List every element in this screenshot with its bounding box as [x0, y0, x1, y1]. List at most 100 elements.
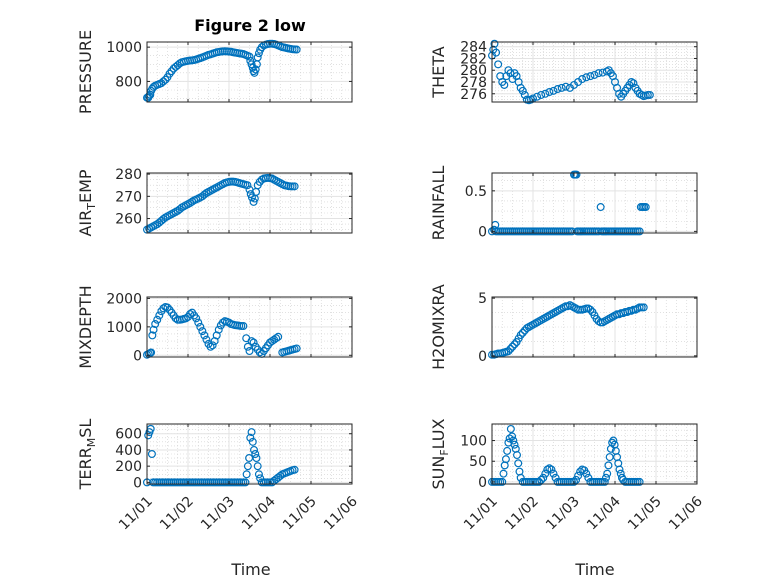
data-point — [290, 465, 299, 474]
y-tick-label: 0 — [478, 349, 487, 365]
data-point — [243, 462, 252, 471]
data-point — [494, 60, 503, 69]
data-point — [501, 455, 510, 464]
data-point — [206, 342, 215, 351]
y-tick-label: 400 — [115, 443, 142, 459]
y-axis-label: TERRMSL — [76, 419, 98, 491]
y-axis-label: PRESSURE — [76, 30, 95, 114]
x-tick-label: 11/01 — [461, 494, 501, 534]
data-point — [572, 475, 581, 484]
y-axis-label-main: PRESSURE — [76, 30, 95, 114]
data-point — [635, 227, 644, 236]
data-point — [198, 327, 207, 336]
data-point — [192, 314, 201, 323]
data-point — [498, 477, 507, 486]
data-point — [510, 440, 519, 449]
data-point — [582, 73, 591, 82]
y-axis-label-tail: EMP — [76, 169, 95, 203]
y-tick-label: 0 — [478, 224, 487, 240]
data-point — [600, 477, 609, 486]
subplot-h2omixra: 0 5 H2OMIXRA — [429, 284, 698, 370]
data-point — [635, 477, 644, 486]
y-axis-label-main: TERR — [76, 447, 95, 490]
data-point — [537, 90, 546, 99]
data-point — [274, 332, 283, 341]
x-tick-label: 11/06 — [321, 493, 361, 533]
x-tick-label: 11/02 — [502, 494, 542, 534]
y-tick-label: 278 — [460, 75, 487, 91]
data-point — [520, 90, 529, 99]
data-point — [508, 342, 517, 351]
data-point — [509, 436, 518, 445]
x-tick-label: 11/05 — [625, 494, 665, 534]
y-axis-label-main: MIXDEPTH — [76, 285, 95, 368]
data-point — [551, 473, 560, 482]
series-points — [143, 39, 301, 102]
y-tick-label: 0 — [133, 475, 142, 491]
data-point — [561, 82, 570, 91]
y-axis-label: RAINFALL — [429, 166, 448, 241]
data-point — [155, 311, 164, 320]
y-tick-label: 284 — [460, 40, 487, 56]
data-point — [254, 470, 263, 479]
y-tick-label: 600 — [115, 427, 142, 443]
y-tick-label: 100 — [460, 434, 487, 450]
series-points — [488, 424, 644, 486]
subplot-air_temp: 260 270 280 AIRTEMP — [76, 167, 353, 237]
y-tick-label: 0 — [133, 348, 142, 364]
data-point — [247, 428, 256, 437]
axes-frame — [491, 41, 698, 103]
data-point — [541, 469, 550, 478]
data-point — [518, 86, 527, 95]
data-point — [615, 465, 624, 474]
y-axis-label-main: AIR — [76, 210, 95, 237]
data-point — [246, 56, 255, 65]
y-tick-label: 200 — [115, 459, 142, 475]
data-point — [257, 43, 266, 52]
axes-frame — [146, 423, 353, 485]
series-points — [143, 173, 299, 234]
data-point — [241, 478, 250, 487]
x-tick-label: 11/02 — [157, 494, 197, 534]
data-point — [253, 53, 262, 62]
data-point — [239, 322, 248, 331]
data-point — [513, 451, 522, 460]
data-point — [603, 469, 612, 478]
data-point — [194, 318, 203, 327]
y-tick-label: 280 — [115, 167, 142, 183]
data-point — [186, 199, 195, 208]
data-point — [196, 322, 205, 331]
data-point — [596, 203, 605, 212]
y-tick-label: 260 — [115, 212, 142, 228]
data-point — [549, 469, 558, 478]
y-axis-label-main: SUN — [429, 456, 448, 490]
x-axis-label-left: Time — [230, 560, 270, 579]
data-point — [272, 334, 281, 343]
y-axis-label-main: RAINFALL — [429, 166, 448, 241]
x-tick-label: 11/06 — [666, 493, 706, 533]
data-point — [590, 70, 599, 79]
subplot-rainfall: 0 0.5 RAINFALL — [429, 166, 698, 241]
data-point — [572, 170, 581, 179]
x-tick-label: 11/03 — [198, 494, 238, 534]
data-point — [557, 83, 566, 92]
data-point — [247, 337, 256, 346]
data-point — [243, 181, 252, 190]
data-point — [639, 303, 648, 312]
y-tick-label: 1000 — [106, 320, 142, 336]
y-axis-label-subscript: T — [85, 203, 98, 211]
data-point — [549, 86, 558, 95]
data-point — [537, 475, 546, 484]
series-points — [143, 302, 301, 359]
y-tick-label: 50 — [469, 454, 487, 470]
data-point — [492, 48, 501, 57]
series-points — [488, 39, 654, 105]
y-axis-label-subscript: M — [85, 438, 98, 448]
data-point — [569, 477, 578, 486]
data-point — [508, 432, 517, 441]
y-tick-label: 282 — [460, 51, 487, 67]
y-axis-label: SUNFLUX — [429, 418, 451, 489]
series-points — [143, 424, 299, 487]
